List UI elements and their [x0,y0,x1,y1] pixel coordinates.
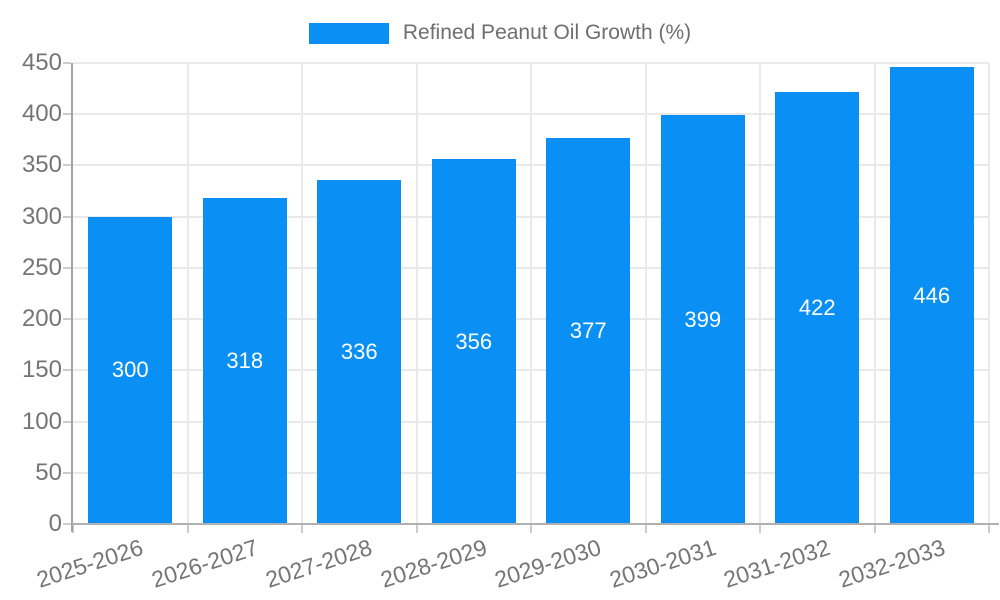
bar-2027-2028 [317,179,402,524]
bar-2031-2032 [775,91,860,524]
y-axis-tick-label: 250 [21,253,62,281]
bar-value-label: 318 [226,348,264,374]
x-axis-tick-label: 2026-2027 [148,534,261,593]
x-axis-tick-label: 2028-2029 [377,534,490,593]
bar-value-label: 446 [913,282,951,308]
x-axis-tick [988,525,990,533]
x-axis-tick-label: 2027-2028 [262,534,376,593]
v-gridline [988,63,990,524]
bar-2026-2027 [202,198,287,524]
y-axis-tick [63,369,71,372]
bar-2030-2031 [660,115,745,524]
bar-2029-2030 [546,137,631,524]
bar-2032-2033 [889,67,974,524]
y-axis-tick [63,215,71,218]
bar-value-label: 399 [684,306,722,332]
y-axis-line [71,63,73,532]
y-axis-tick [63,113,71,116]
bar-2025-2026 [88,216,173,524]
v-gridline [759,63,761,524]
v-gridline [301,63,303,524]
y-axis-tick [63,420,71,423]
legend-swatch-icon [308,22,389,44]
x-axis-tick [759,525,761,533]
chart-legend[interactable]: Refined Peanut Oil Growth (%) [0,20,1000,46]
y-axis-tick-label: 150 [21,356,62,384]
plot-area: 300 318 336 356 377 399 422 446 [63,62,999,533]
v-gridline [186,63,189,524]
bar-value-label: 377 [569,317,607,343]
v-gridline [644,63,647,524]
x-axis-tick [530,525,532,533]
x-axis-tick-label: 2030-2031 [606,534,719,593]
y-axis-tick-label: 200 [21,305,62,333]
x-axis-tick [873,525,876,533]
x-axis-tick [415,525,418,533]
bar-value-label: 422 [798,294,836,320]
y-axis-tick-label: 100 [21,407,62,435]
y-axis-tick-label: 350 [21,151,62,179]
bar-value-label: 300 [111,357,149,383]
legend-series-label: Refined Peanut Oil Growth (%) [402,21,692,44]
x-axis-tick [72,525,74,533]
y-axis-tick [63,164,71,167]
y-axis-tick [63,266,71,269]
y-axis-tick-label: 50 [35,458,62,486]
x-axis-tick-label: 2032-2033 [835,534,948,593]
y-axis-tick-label: 450 [21,49,62,76]
v-gridline [873,63,876,524]
y-axis-tick [63,471,71,474]
x-axis-line [72,523,999,525]
y-axis-tick [63,318,71,321]
x-axis-tick [186,525,189,533]
y-axis-tick [63,523,71,525]
x-axis-tick-label: 2031-2032 [720,534,834,593]
x-axis-tick-label: 2025-2026 [33,534,147,593]
y-axis-tick-label: 400 [21,100,62,128]
bar-value-label: 336 [340,338,378,364]
y-axis-tick-label: 300 [21,202,62,230]
v-gridline [530,63,532,524]
x-axis-tick [301,525,303,533]
y-axis-tick [63,62,71,64]
x-axis-tick [644,525,647,533]
bar-value-label: 356 [455,328,493,354]
v-gridline [415,63,418,524]
x-axis-tick-label: 2029-2030 [491,534,605,593]
bar-2028-2029 [431,159,516,524]
y-axis-tick-label: 0 [48,510,62,537]
